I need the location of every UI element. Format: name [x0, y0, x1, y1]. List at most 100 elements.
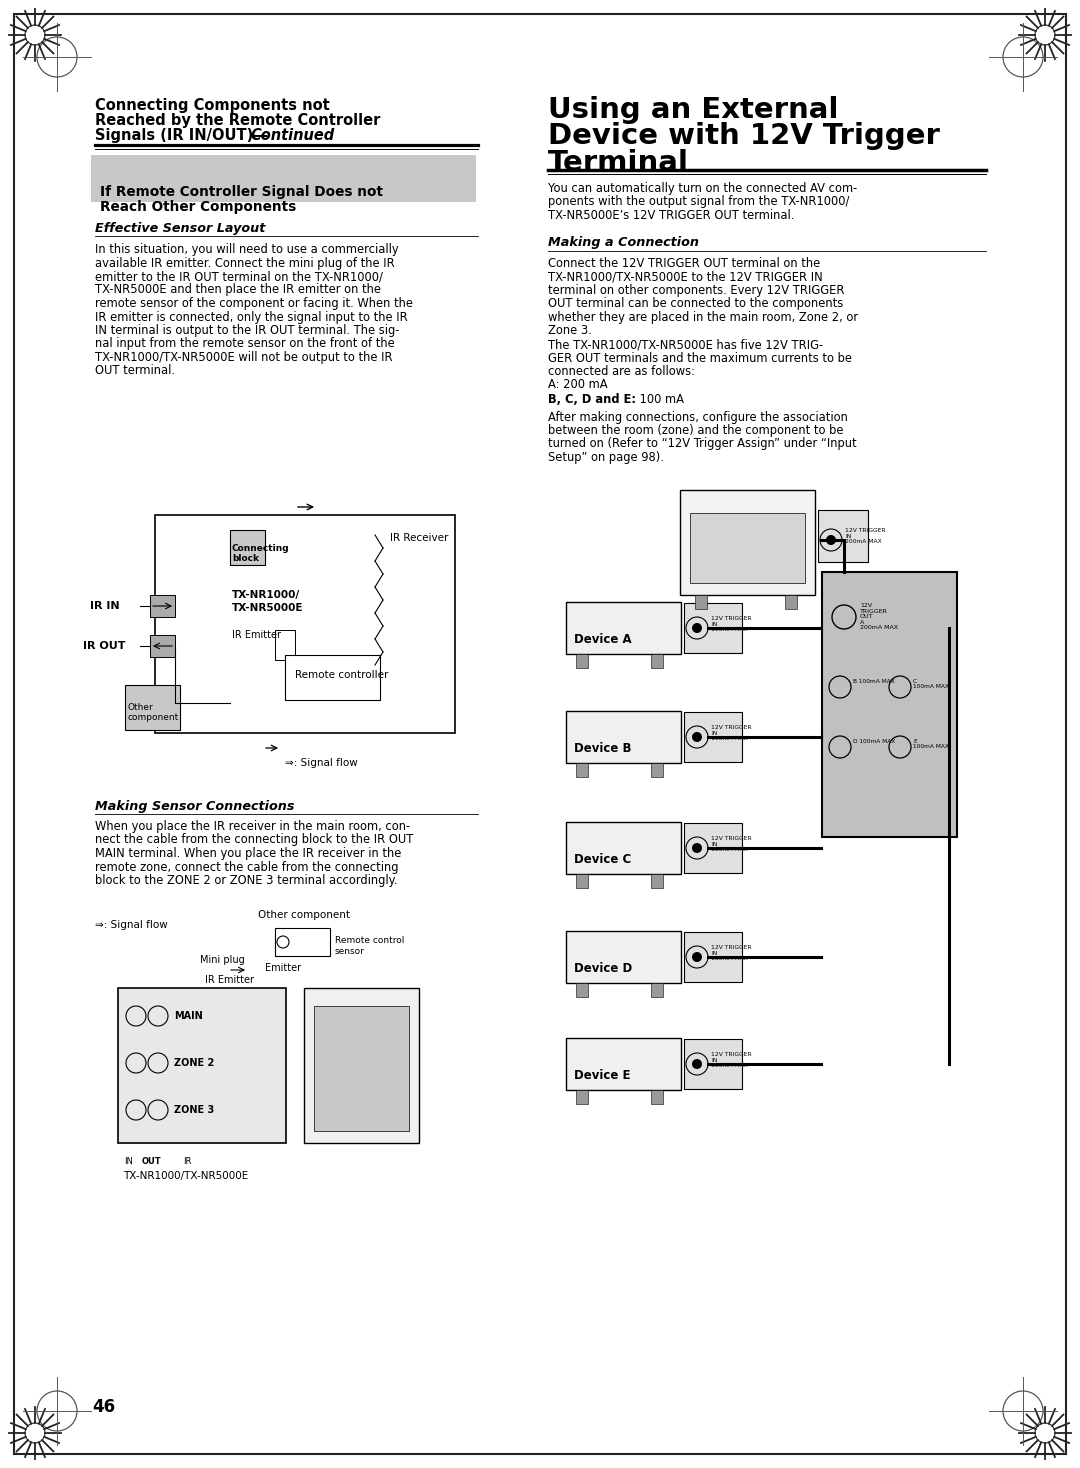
Text: If Remote Controller Signal Does not: If Remote Controller Signal Does not — [100, 185, 383, 200]
Text: IR Emitter: IR Emitter — [232, 630, 281, 640]
Text: Zone 3.: Zone 3. — [548, 324, 592, 338]
Text: A: 200 mA: A: 200 mA — [548, 379, 608, 392]
Circle shape — [692, 1058, 702, 1069]
Text: 46: 46 — [92, 1398, 116, 1417]
Circle shape — [25, 25, 45, 46]
Bar — [118, 988, 286, 1144]
Bar — [566, 711, 681, 763]
Bar — [680, 490, 815, 595]
Text: C
100mA MAX: C 100mA MAX — [913, 680, 949, 690]
Bar — [818, 509, 868, 562]
Text: ponents with the output signal from the TX-NR1000/: ponents with the output signal from the … — [548, 195, 849, 208]
Text: TX-NR5000E and then place the IR emitter on the: TX-NR5000E and then place the IR emitter… — [95, 283, 381, 297]
Text: nect the cable from the connecting block to the IR OUT: nect the cable from the connecting block… — [95, 834, 414, 847]
Bar — [566, 1038, 681, 1091]
Bar — [275, 630, 295, 661]
Text: ⇒: Signal flow: ⇒: Signal flow — [95, 920, 167, 931]
Bar — [576, 873, 588, 888]
Bar — [576, 1091, 588, 1104]
Text: 12V TRIGGER
IN
100mA MAX: 12V TRIGGER IN 100mA MAX — [711, 1053, 752, 1069]
Text: Effective Sensor Layout: Effective Sensor Layout — [95, 222, 266, 235]
Text: remote sensor of the component or facing it. When the: remote sensor of the component or facing… — [95, 297, 413, 310]
Text: 12V TRIGGER
IN
100mA MAX: 12V TRIGGER IN 100mA MAX — [711, 725, 752, 741]
Bar — [275, 928, 330, 956]
Text: IR IN: IR IN — [90, 600, 120, 611]
Text: OUT terminal can be connected to the components: OUT terminal can be connected to the com… — [548, 298, 843, 311]
Bar — [576, 763, 588, 777]
Text: Remote control
sensor: Remote control sensor — [335, 937, 404, 956]
Bar — [566, 931, 681, 984]
Text: IR Emitter: IR Emitter — [205, 975, 254, 985]
Bar — [566, 602, 681, 655]
Bar — [696, 595, 707, 609]
Text: OUT: OUT — [141, 1157, 162, 1166]
Text: IR emitter is connected, only the signal input to the IR: IR emitter is connected, only the signal… — [95, 311, 408, 323]
Text: Device B: Device B — [573, 741, 632, 755]
Text: Reach Other Components: Reach Other Components — [100, 200, 296, 214]
Text: Emitter: Emitter — [265, 963, 301, 973]
Text: Other: Other — [127, 703, 152, 712]
Text: Connect the 12V TRIGGER OUT terminal on the: Connect the 12V TRIGGER OUT terminal on … — [548, 257, 820, 270]
Text: D 100mA MAX: D 100mA MAX — [853, 738, 895, 744]
Bar — [91, 156, 476, 203]
Text: available IR emitter. Connect the mini plug of the IR: available IR emitter. Connect the mini p… — [95, 257, 395, 270]
Circle shape — [1035, 1422, 1055, 1443]
Bar — [785, 595, 797, 609]
Text: TX-NR1000/TX-NR5000E will not be output to the IR: TX-NR1000/TX-NR5000E will not be output … — [95, 351, 393, 364]
Bar — [566, 822, 681, 873]
Bar — [684, 712, 742, 762]
Text: terminal on other components. Every 12V TRIGGER: terminal on other components. Every 12V … — [548, 283, 845, 297]
Text: You can automatically turn on the connected AV com-: You can automatically turn on the connec… — [548, 182, 858, 195]
Bar — [651, 873, 663, 888]
Text: between the room (zone) and the component to be: between the room (zone) and the componen… — [548, 424, 843, 437]
Text: After making connections, configure the association: After making connections, configure the … — [548, 411, 848, 423]
Bar — [651, 984, 663, 997]
Text: Using an External: Using an External — [548, 95, 838, 123]
Text: Making Sensor Connections: Making Sensor Connections — [95, 800, 295, 813]
Text: Reached by the Remote Controller: Reached by the Remote Controller — [95, 113, 380, 128]
Text: 12V TRIGGER
IN
200mA MAX: 12V TRIGGER IN 200mA MAX — [845, 528, 886, 545]
Text: block to the ZONE 2 or ZONE 3 terminal accordingly.: block to the ZONE 2 or ZONE 3 terminal a… — [95, 873, 397, 887]
Text: Device with 12V Trigger: Device with 12V Trigger — [548, 122, 940, 150]
Text: component: component — [127, 713, 178, 722]
Bar — [125, 686, 180, 730]
Bar — [684, 1039, 742, 1089]
Text: 12V TRIGGER
IN
100mA MAX: 12V TRIGGER IN 100mA MAX — [711, 945, 752, 962]
Text: Remote controller: Remote controller — [295, 669, 389, 680]
Text: GER OUT terminals and the maximum currents to be: GER OUT terminals and the maximum curren… — [548, 351, 852, 364]
Circle shape — [1035, 25, 1055, 46]
Text: TX-NR1000/: TX-NR1000/ — [232, 590, 300, 600]
Text: TX-NR1000/TX-NR5000E: TX-NR1000/TX-NR5000E — [123, 1171, 248, 1180]
Text: emitter to the IR OUT terminal on the TX-NR1000/: emitter to the IR OUT terminal on the TX… — [95, 270, 383, 283]
Text: MAIN: MAIN — [174, 1011, 203, 1022]
Text: Connecting Components not: Connecting Components not — [95, 98, 329, 113]
Text: connected are as follows:: connected are as follows: — [548, 366, 696, 377]
Text: B 100mA MAX: B 100mA MAX — [853, 680, 894, 684]
Text: IR: IR — [183, 1157, 191, 1166]
Bar — [150, 595, 175, 617]
Text: Signals (IR IN/OUT)—: Signals (IR IN/OUT)— — [95, 128, 268, 142]
Bar — [651, 763, 663, 777]
Text: remote zone, connect the cable from the connecting: remote zone, connect the cable from the … — [95, 860, 399, 873]
Bar — [651, 1091, 663, 1104]
Text: Terminal: Terminal — [548, 148, 689, 178]
Circle shape — [826, 534, 836, 545]
Text: TX-NR5000E’s 12V TRIGGER OUT terminal.: TX-NR5000E’s 12V TRIGGER OUT terminal. — [548, 208, 795, 222]
Text: E
100mA MAX: E 100mA MAX — [913, 738, 949, 749]
Bar — [303, 988, 419, 1144]
Text: Device C: Device C — [573, 853, 631, 866]
Text: 12V TRIGGER
IN
100mA MAX: 12V TRIGGER IN 100mA MAX — [711, 835, 752, 853]
Text: turned on (Refer to “12V Trigger Assign” under “Input: turned on (Refer to “12V Trigger Assign”… — [548, 437, 856, 451]
Text: In this situation, you will need to use a commercially: In this situation, you will need to use … — [95, 244, 399, 255]
Bar — [684, 603, 742, 653]
Bar — [684, 932, 742, 982]
Bar — [150, 636, 175, 658]
Text: whether they are placed in the main room, Zone 2, or: whether they are placed in the main room… — [548, 311, 859, 324]
Circle shape — [692, 953, 702, 962]
Text: B, C, D and E:: B, C, D and E: — [548, 393, 636, 407]
Text: Connecting: Connecting — [232, 545, 289, 553]
Text: The TX-NR1000/TX-NR5000E has five 12V TRIG-: The TX-NR1000/TX-NR5000E has five 12V TR… — [548, 338, 823, 351]
Bar — [690, 512, 805, 583]
Text: Other component: Other component — [258, 910, 350, 920]
Bar — [230, 530, 265, 565]
